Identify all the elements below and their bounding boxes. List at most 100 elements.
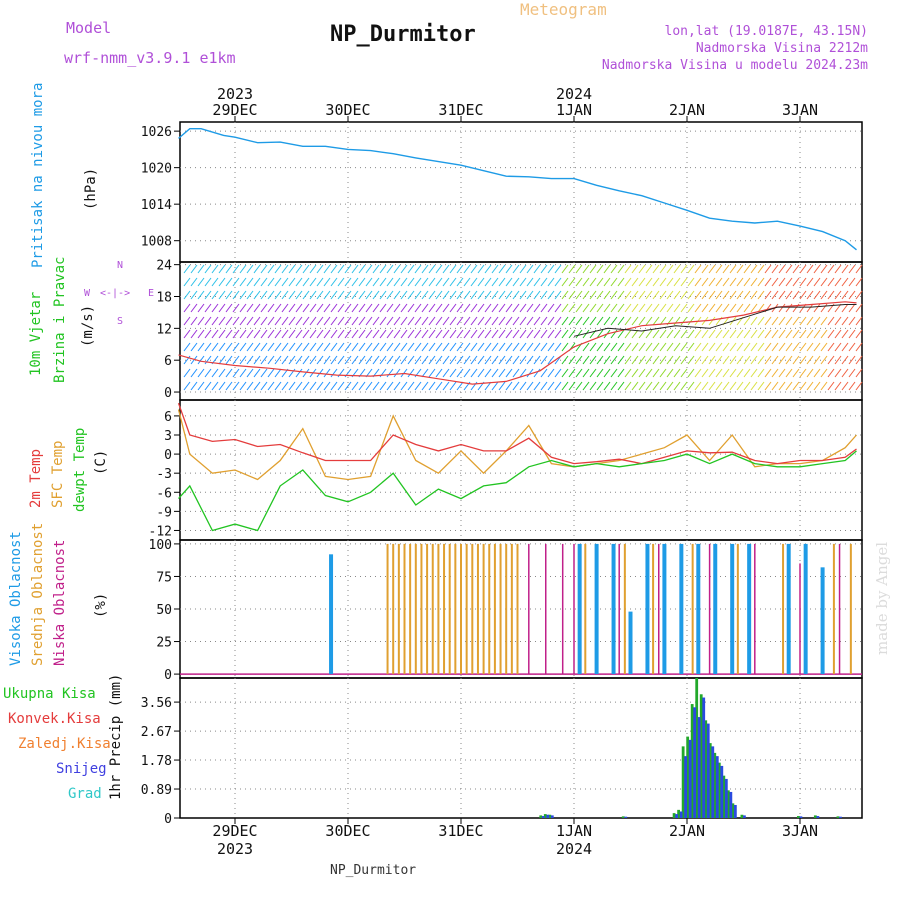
wind-barb [232,342,240,352]
wind-barb [729,303,737,313]
wind-barb [421,342,429,352]
wind-barb [799,264,807,274]
wind-barb [197,303,205,313]
wind-barb [638,355,646,365]
y-tick-label: -12 [149,524,172,539]
bottom-day-label: 3JAN [782,822,818,840]
wind-barb [491,264,499,274]
wind-barb [225,368,233,378]
y-tick-label: 1008 [141,235,172,250]
wind-barb [750,303,758,313]
wind-barb [344,303,352,313]
wind-barb [274,355,282,365]
wind-barb [449,277,457,287]
wind-barb [533,264,541,274]
wind-barb [652,303,660,313]
wind-barb [498,303,506,313]
wind-barb [806,342,814,352]
wind-barb [239,264,247,274]
wind-barb [519,381,527,391]
wind-barb [729,342,737,352]
cloud-bar [611,543,616,675]
wind-barb [680,355,688,365]
wind-barb [533,277,541,287]
wind-barb [428,316,436,326]
wind-barb [519,355,527,365]
wind-barb [582,290,590,300]
wind-barb [771,277,779,287]
wind-barb [239,329,247,339]
wind-barb [372,264,380,274]
wind-barb [645,355,653,365]
wind-barb [771,368,779,378]
wind-barb [757,329,765,339]
wind-barb [624,355,632,365]
wind-barb [225,355,233,365]
wind-barb [855,303,863,313]
wind-barb [722,277,730,287]
wind-barb [687,342,695,352]
wind-barb [428,342,436,352]
wind-barb [806,381,814,391]
wind-barb [617,342,625,352]
wind-barb [533,355,541,365]
wind-barb [610,355,618,365]
wind-barb [631,303,639,313]
wind-barb [841,355,849,365]
wind-barb [225,316,233,326]
precip-legend-ukupna: Ukupna Kisa [3,686,96,702]
wind-barb [610,368,618,378]
wind-barb [477,368,485,378]
wind-barb [575,368,583,378]
wind-barb [596,303,604,313]
y-tick-label: 0.89 [141,783,172,798]
wind-barb [722,355,730,365]
y-tick-label: 1.78 [141,754,172,769]
wind-barb [407,303,415,313]
wind-barb [694,277,702,287]
wind-barb [463,264,471,274]
wind-barb [183,381,191,391]
wind-barb [596,355,604,365]
y-tick-label: 6 [164,410,172,425]
wind-barb [526,381,534,391]
precip-bar [729,791,733,818]
wind-barb [673,329,681,339]
wind-barb [547,264,555,274]
wind-barb [351,342,359,352]
cloud-bar [510,543,513,675]
wind-barb [484,368,492,378]
precip-bar [724,778,728,818]
wind-barb [197,368,205,378]
precip-bar [548,814,552,818]
wind-barb [414,329,422,339]
wind-barb [617,264,625,274]
wind-barb [393,277,401,287]
wind-barb [771,264,779,274]
wind-barb [274,329,282,339]
wind-barb [589,290,597,300]
wind-barb [295,264,303,274]
wind-barb [470,264,478,274]
wind-barb [855,264,863,274]
wind-barb [435,342,443,352]
y-tick-label: 2.67 [141,725,172,740]
wind-barb [393,342,401,352]
wind-barb [428,277,436,287]
wind-barb [372,277,380,287]
cloud-bar [696,543,701,675]
wind-barb [638,264,646,274]
wind-barb [659,342,667,352]
wind-barb [421,303,429,313]
wind-barb [533,381,541,391]
wind-barb [589,303,597,313]
wind-barb [554,368,562,378]
precip-bar [799,816,803,818]
wind-barb [813,316,821,326]
wind-speed-line [573,304,857,337]
wind-barb [820,290,828,300]
cloud-bar [799,563,801,675]
wind-barb [260,368,268,378]
wind-barb [358,303,366,313]
wind-barb [477,303,485,313]
